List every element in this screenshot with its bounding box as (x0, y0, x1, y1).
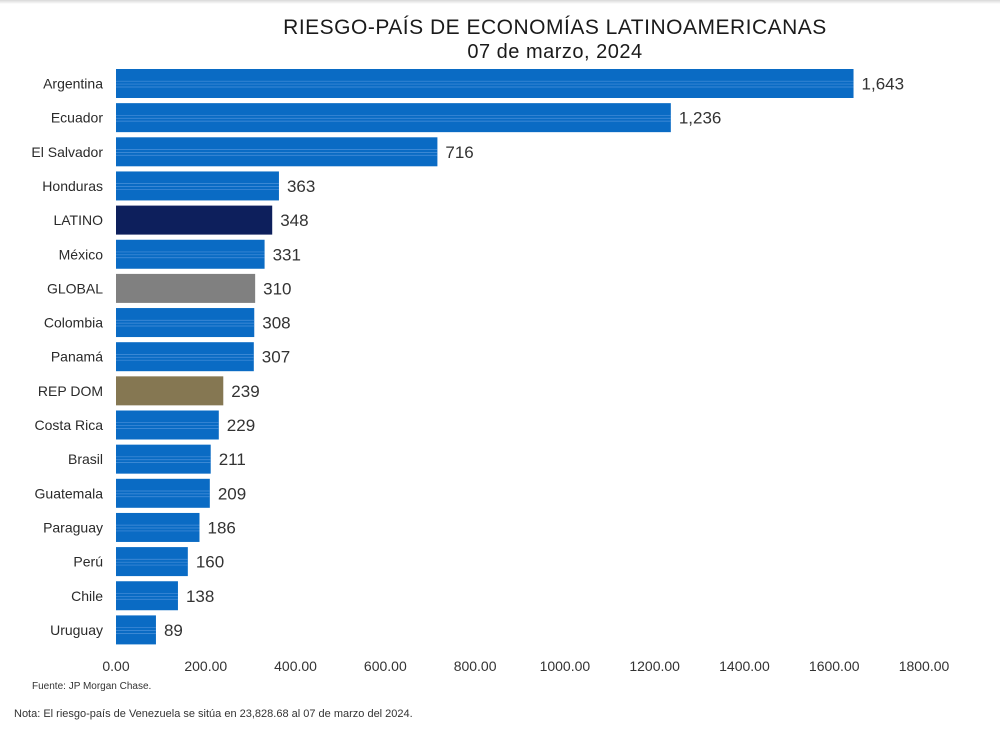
value-label: 307 (262, 348, 290, 367)
footnote: Nota: El riesgo-país de Venezuela se sit… (14, 708, 413, 720)
value-label: 89 (164, 621, 183, 640)
value-label: 310 (263, 279, 291, 298)
bar-chart: Argentina Ecuador El Salvador Honduras LATIN… (31, 69, 950, 674)
bars-group (116, 69, 854, 645)
chart-title: RIESGO-PAÍS DE ECONOMÍAS LATINOAMERICANA… (283, 16, 827, 39)
category-label: Panamá (51, 349, 103, 365)
x-tick-label: 800.00 (454, 658, 497, 674)
bar-1 (116, 103, 671, 133)
value-label: 160 (196, 553, 224, 572)
value-label: 229 (227, 416, 255, 435)
bar-4 (116, 205, 273, 235)
category-label: REP DOM (38, 383, 103, 399)
bar-5 (116, 239, 265, 269)
category-label: Argentina (43, 76, 103, 92)
x-tick-label: 1800.00 (899, 658, 950, 674)
category-label: Guatemala (35, 485, 104, 501)
category-label: Colombia (44, 315, 103, 331)
chart-subtitle: 07 de marzo, 2024 (467, 41, 643, 63)
x-tick-label: 600.00 (364, 658, 407, 674)
x-tick-label: 200.00 (184, 658, 227, 674)
value-label: 186 (207, 518, 235, 537)
category-label: Paraguay (43, 519, 103, 535)
bar-14 (116, 547, 188, 577)
x-tick-label: 0.00 (102, 658, 129, 674)
bar-16 (116, 615, 156, 645)
x-tick-label: 1200.00 (629, 658, 680, 674)
x-axis-ticks: 0.00 200.00 400.00 600.00 800.00 1000.00 1200.… (102, 658, 949, 674)
bar-12 (116, 478, 210, 508)
value-label: 1,236 (679, 109, 722, 128)
category-labels: Argentina Ecuador El Salvador Honduras LATIN… (31, 76, 103, 638)
category-label: Brasil (68, 451, 103, 467)
value-label: 239 (231, 382, 259, 401)
value-label: 348 (280, 211, 308, 230)
bar-9 (116, 376, 224, 406)
x-tick-label: 400.00 (274, 658, 317, 674)
value-label: 209 (218, 484, 246, 503)
x-tick-label: 1600.00 (809, 658, 860, 674)
category-label: Honduras (42, 178, 103, 194)
bar-7 (116, 308, 255, 338)
value-label: 1,643 (862, 75, 905, 94)
value-label: 716 (445, 143, 473, 162)
source-note: Fuente: JP Morgan Chase. (32, 681, 152, 692)
category-label: México (59, 246, 104, 262)
bar-15 (116, 581, 178, 611)
category-label: Chile (71, 588, 103, 604)
x-tick-label: 1000.00 (540, 658, 591, 674)
value-label: 308 (262, 314, 290, 333)
value-label: 138 (186, 587, 214, 606)
bar-10 (116, 410, 219, 440)
bar-11 (116, 444, 211, 474)
category-label: Perú (73, 554, 103, 570)
category-label: GLOBAL (47, 280, 103, 296)
category-label: LATINO (53, 212, 103, 228)
value-label: 331 (273, 245, 301, 264)
x-tick-label: 1400.00 (719, 658, 770, 674)
category-label: Costa Rica (35, 417, 104, 433)
bar-2 (116, 137, 438, 167)
bar-8 (116, 342, 254, 372)
bar-13 (116, 512, 200, 542)
value-label: 211 (219, 450, 246, 469)
value-label: 363 (287, 177, 315, 196)
bar-0 (116, 69, 854, 98)
bar-6 (116, 273, 256, 303)
category-label: Uruguay (50, 622, 103, 638)
top-divider (0, 0, 1000, 4)
bar-3 (116, 171, 279, 201)
category-label: El Salvador (31, 144, 103, 160)
category-label: Ecuador (51, 110, 103, 126)
